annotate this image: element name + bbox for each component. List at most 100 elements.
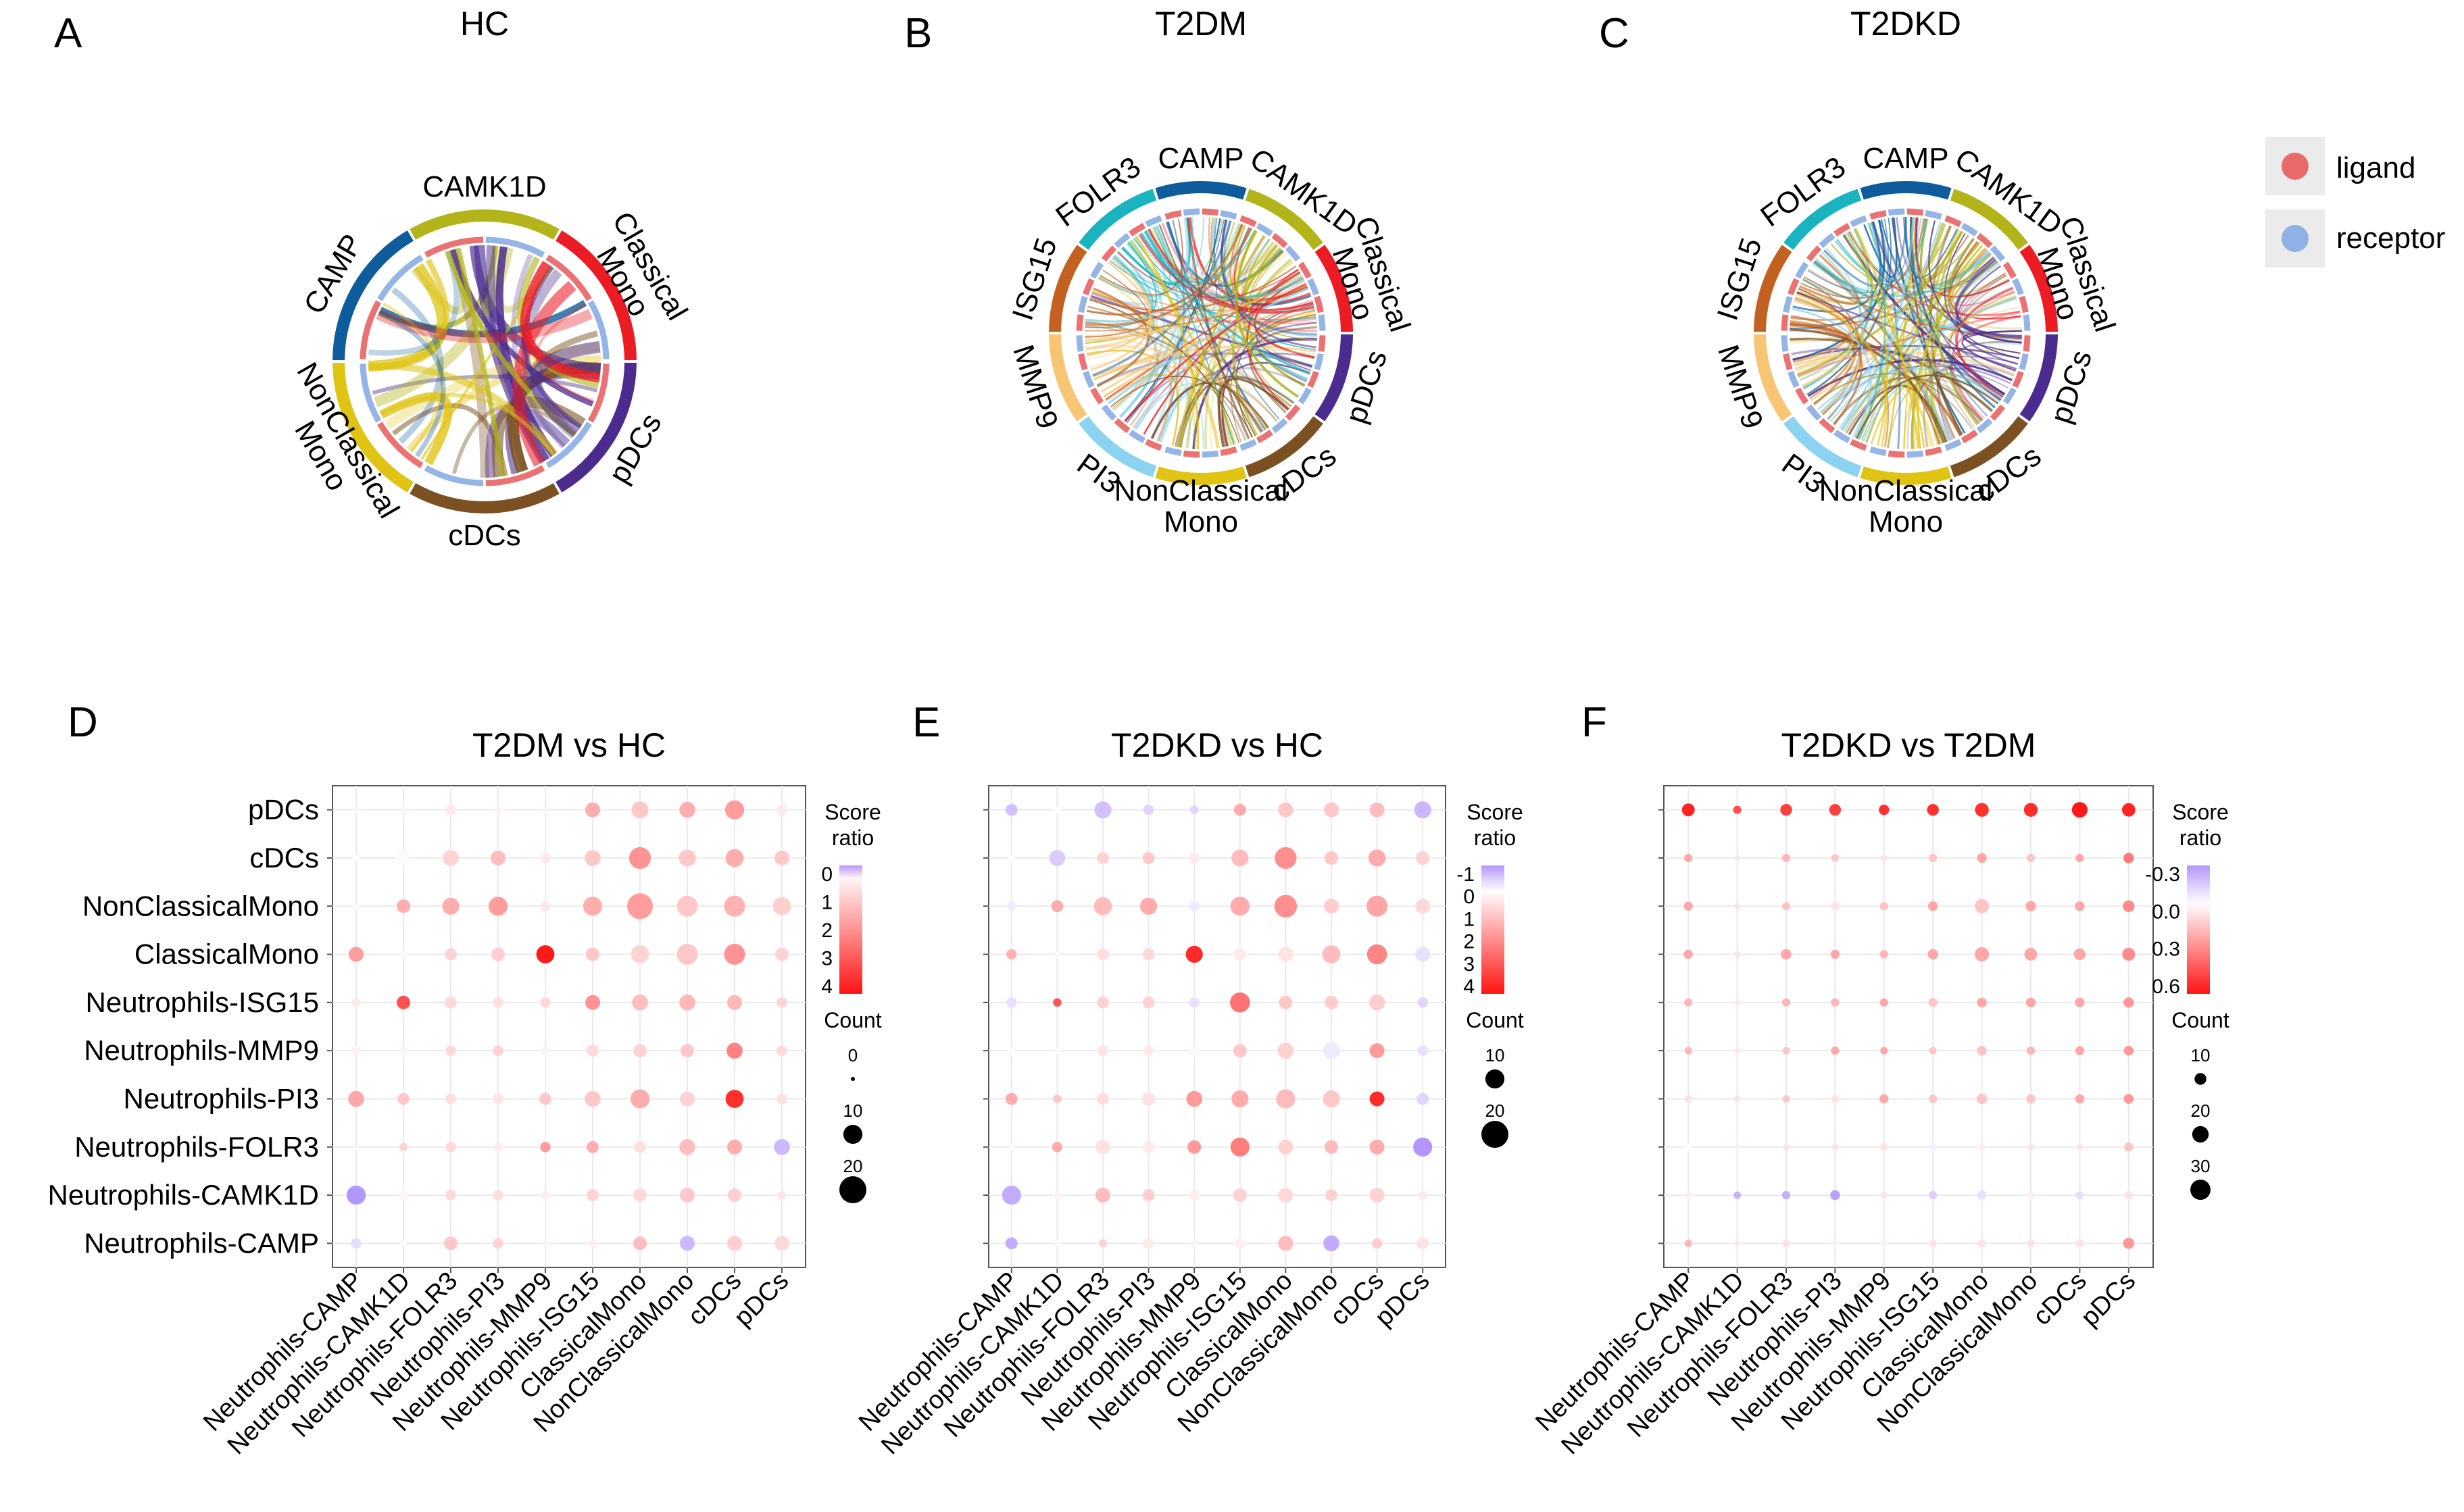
chord-link [1153, 226, 1235, 445]
track-cdcs-3 [1239, 438, 1257, 451]
chord-link [1230, 314, 1316, 443]
dot-classicalmono-neutrophils-pi3 [1830, 949, 1840, 959]
sector-nonclassical-mono [1155, 466, 1247, 485]
chord-links [1790, 216, 2023, 450]
chord-link [530, 341, 601, 437]
sector-isg15 [1754, 245, 1792, 332]
sector-folr3 [1783, 188, 1862, 250]
dot-pdcs-neutrophils-folr3 [1780, 804, 1792, 816]
track-pi3-1 [1833, 430, 1851, 444]
track-isg15-3 [1090, 261, 1104, 279]
dot-neutrophils-isg15-neutrophils-folr3 [445, 996, 457, 1009]
track-camp-0 [1164, 209, 1182, 220]
track-camp-2 [1906, 208, 1924, 216]
dot-neutrophils-camk1d-pdcs [2124, 1190, 2133, 1200]
dot-cdcs-neutrophils-pi3 [1831, 854, 1839, 862]
chord-link [1150, 382, 1269, 439]
track-pdcs-3 [2002, 387, 2017, 405]
chord-link [1799, 247, 1862, 382]
size-legend-dot [2194, 1073, 2207, 1085]
dot-pdcs-nonclassicalmono [2023, 803, 2038, 817]
panel-letter-c: C [1599, 10, 1629, 57]
dot-neutrophils-pi3-neutrophils-mmp9 [1879, 1094, 1889, 1104]
dot-pdcs-neutrophils-isg15 [585, 802, 600, 817]
dot-neutrophils-folr3-neutrophils-pi3 [1142, 1140, 1155, 1153]
chord-link [1843, 241, 1980, 433]
dot-neutrophils-folr3-neutrophils-mmp9 [540, 1142, 551, 1153]
dot-neutrophils-camk1d-pdcs [777, 1190, 787, 1200]
track-camp-1 [1888, 208, 1905, 216]
dot-neutrophils-camk1d-cdcs [1369, 1188, 1385, 1203]
dot-neutrophils-folr3-neutrophils-camp [1685, 1144, 1692, 1151]
track-camp-0 [360, 300, 382, 359]
chord-link [1815, 258, 1950, 442]
track-isg15-0 [1781, 314, 1789, 331]
chord-link [1136, 227, 1251, 284]
dot-neutrophils-camp-neutrophils-camk1d [1734, 1240, 1740, 1246]
chord-link [1904, 216, 1958, 279]
dot-nonclassicalmono-classicalmono [1274, 894, 1298, 918]
dot-neutrophils-pi3-neutrophils-camp [1684, 1095, 1692, 1103]
track-isg15-1 [1783, 295, 1793, 313]
track-camp-1 [377, 255, 424, 301]
dot-neutrophils-mmp9-neutrophils-camk1d [399, 1046, 408, 1055]
chord-link [1790, 315, 1863, 426]
track-nonclassical-mono-1 [1202, 450, 1219, 458]
dot-neutrophils-pi3-neutrophils-camk1d [1733, 1095, 1741, 1103]
track-nonclassical-mono-0 [1925, 446, 1942, 457]
dot-neutrophils-camk1d-neutrophils-folr3 [445, 1190, 456, 1201]
chord-link [1135, 217, 1194, 430]
color-legend-tick: 0.3 [2152, 938, 2180, 961]
dot-cdcs-neutrophils-mmp9 [1881, 855, 1888, 861]
dot-neutrophils-folr3-neutrophils-camk1d [1734, 1144, 1740, 1150]
dot-neutrophils-folr3-pdcs [2124, 1142, 2134, 1152]
dot-neutrophils-pi3-neutrophils-camk1d [1053, 1094, 1062, 1103]
dot-neutrophils-camp-neutrophils-pi3 [1831, 1240, 1839, 1247]
dot-neutrophils-isg15-neutrophils-mmp9 [1189, 997, 1200, 1008]
track-pdcs-2 [1307, 370, 1319, 388]
track-isg15-2 [1083, 278, 1095, 296]
sector-label-camp: CAMP [1863, 142, 1948, 175]
chord-link [1928, 220, 2022, 344]
track-mmp9-0 [1795, 387, 1809, 405]
sector-label-folr3: FOLR3 [1050, 150, 1147, 233]
chord-link [1945, 238, 2007, 298]
dot-pdcs-neutrophils-camk1d [1054, 807, 1060, 813]
dot-cdcs-nonclassicalmono [679, 849, 696, 867]
dot-neutrophils-camp-classicalmono [1977, 1239, 1986, 1248]
dot-neutrophils-pi3-neutrophils-isg15 [1929, 1094, 1938, 1103]
track-pdcs-1 [545, 422, 592, 468]
chord-link [1887, 378, 1994, 449]
dot-neutrophils-pi3-classicalmono [630, 1089, 650, 1109]
chord-link [1090, 257, 1153, 371]
chord-link [1089, 299, 1240, 443]
track-pdcs-1 [1314, 353, 1324, 371]
dot-neutrophils-isg15-neutrophils-folr3 [1781, 998, 1791, 1007]
chord-link [1100, 219, 1183, 296]
dot-neutrophils-folr3-pdcs [1413, 1137, 1433, 1157]
y-tick-label-cdcs: cDCs [249, 842, 319, 874]
dot-classicalmono-pdcs [775, 947, 789, 961]
dot-cdcs-cdcs [2075, 853, 2084, 863]
dot-pdcs-pdcs [1414, 801, 1431, 819]
size-legend-tick: 20 [1485, 1101, 1505, 1121]
dot-neutrophils-camp-neutrophils-pi3 [1143, 1238, 1154, 1249]
chord-link [1856, 374, 1999, 439]
dot-neutrophils-pi3-nonclassicalmono [680, 1091, 695, 1107]
dot-classicalmono-nonclassicalmono [676, 944, 698, 965]
dot-cdcs-nonclassicalmono [2026, 853, 2036, 863]
dot-cdcs-cdcs [1369, 849, 1386, 867]
chord-links [368, 245, 601, 478]
dot-pdcs-neutrophils-isg15 [1233, 803, 1246, 816]
dot-classicalmono-neutrophils-camp [349, 947, 364, 962]
dot-nonclassicalmono-neutrophils-camk1d [1733, 903, 1741, 910]
dot-nonclassicalmono-neutrophils-isg15 [1928, 901, 1938, 911]
chord-link [1241, 236, 1317, 325]
dot-neutrophils-folr3-neutrophils-folr3 [1783, 1144, 1790, 1151]
track-cdcs-2 [1256, 430, 1273, 444]
dot-neutrophils-mmp9-classicalmono [633, 1044, 647, 1058]
dot-neutrophils-isg15-neutrophils-pi3 [1831, 998, 1840, 1007]
sector-camk1d [1950, 188, 2028, 250]
track-classical-mono-3 [2023, 314, 2031, 331]
